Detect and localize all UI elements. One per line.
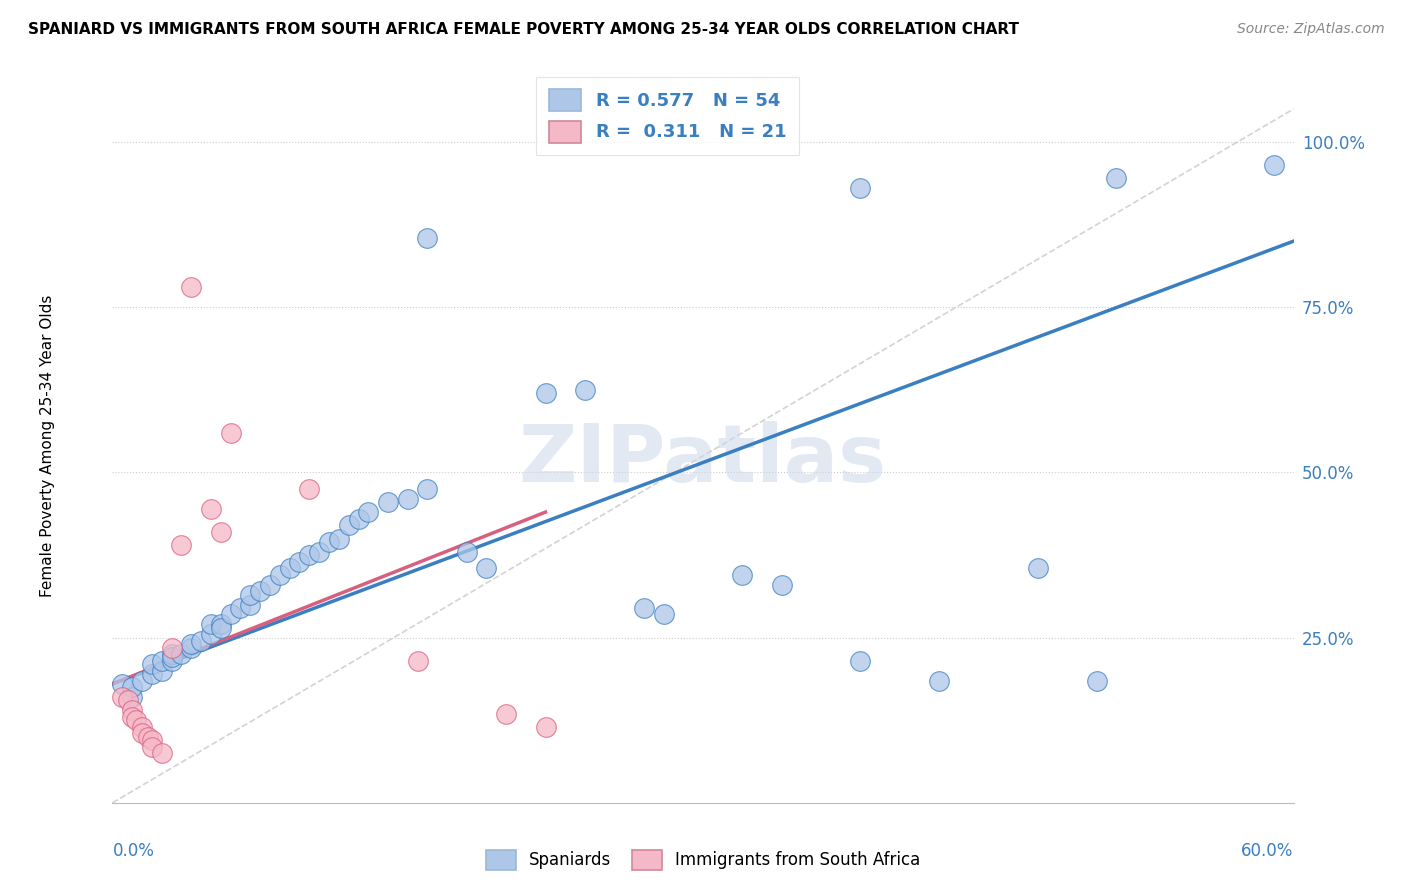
Point [125,713,148,727]
Point [928,673,950,688]
Text: SPANIARD VS IMMIGRANTS FROM SOUTH AFRICA FEMALE POVERTY AMONG 25-34 YEAR OLDS CO: SPANIARD VS IMMIGRANTS FROM SOUTH AFRICA… [28,22,1019,37]
Point [298,548,321,562]
Point [849,654,872,668]
Point [229,600,252,615]
Point [200,627,222,641]
Point [347,511,370,525]
Point [180,640,202,655]
Point [170,647,193,661]
Point [239,598,262,612]
Point [209,617,232,632]
Point [200,617,222,632]
Point [731,567,754,582]
Point [219,607,242,622]
Point [357,505,380,519]
Point [150,664,173,678]
Point [219,425,242,440]
Point [456,545,478,559]
Point [150,746,173,760]
Point [160,654,183,668]
Text: ZIPatlas: ZIPatlas [519,421,887,500]
Point [416,482,439,496]
Text: Female Poverty Among 25-34 Year Olds: Female Poverty Among 25-34 Year Olds [39,295,55,597]
Text: Source: ZipAtlas.com: Source: ZipAtlas.com [1237,22,1385,37]
Point [278,561,301,575]
Legend: R = 0.577   N = 54, R =  0.311   N = 21: R = 0.577 N = 54, R = 0.311 N = 21 [536,77,799,155]
Point [574,383,596,397]
Point [180,280,202,294]
Point [160,640,183,655]
Legend: Spaniards, Immigrants from South Africa: Spaniards, Immigrants from South Africa [479,843,927,877]
Point [396,491,419,506]
Point [1263,158,1285,172]
Point [259,578,281,592]
Point [209,621,232,635]
Point [131,726,153,740]
Point [136,730,159,744]
Point [534,720,557,734]
Point [170,538,193,552]
Point [534,386,557,401]
Point [337,518,360,533]
Point [131,673,153,688]
Point [121,680,143,694]
Point [406,654,429,668]
Point [200,501,222,516]
Point [190,634,212,648]
Point [121,703,143,717]
Point [111,677,134,691]
Point [298,482,321,496]
Point [209,524,232,539]
Point [770,578,793,592]
Point [328,532,350,546]
Point [121,710,143,724]
Point [1026,561,1049,575]
Point [495,706,517,721]
Point [160,650,183,665]
Point [318,534,340,549]
Point [1085,673,1108,688]
Point [849,181,872,195]
Point [1105,171,1128,186]
Point [308,545,330,559]
Text: 60.0%: 60.0% [1241,842,1294,860]
Point [288,555,311,569]
Point [141,739,163,754]
Text: 0.0%: 0.0% [112,842,155,860]
Point [652,607,675,622]
Point [117,693,139,707]
Point [141,657,163,671]
Point [416,231,439,245]
Point [180,637,202,651]
Point [269,567,291,582]
Point [249,584,271,599]
Point [160,647,183,661]
Point [111,690,134,704]
Point [141,667,163,681]
Point [239,588,262,602]
Point [377,495,399,509]
Point [475,561,498,575]
Point [150,654,173,668]
Point [131,720,153,734]
Point [121,690,143,704]
Point [141,733,163,747]
Point [633,600,655,615]
